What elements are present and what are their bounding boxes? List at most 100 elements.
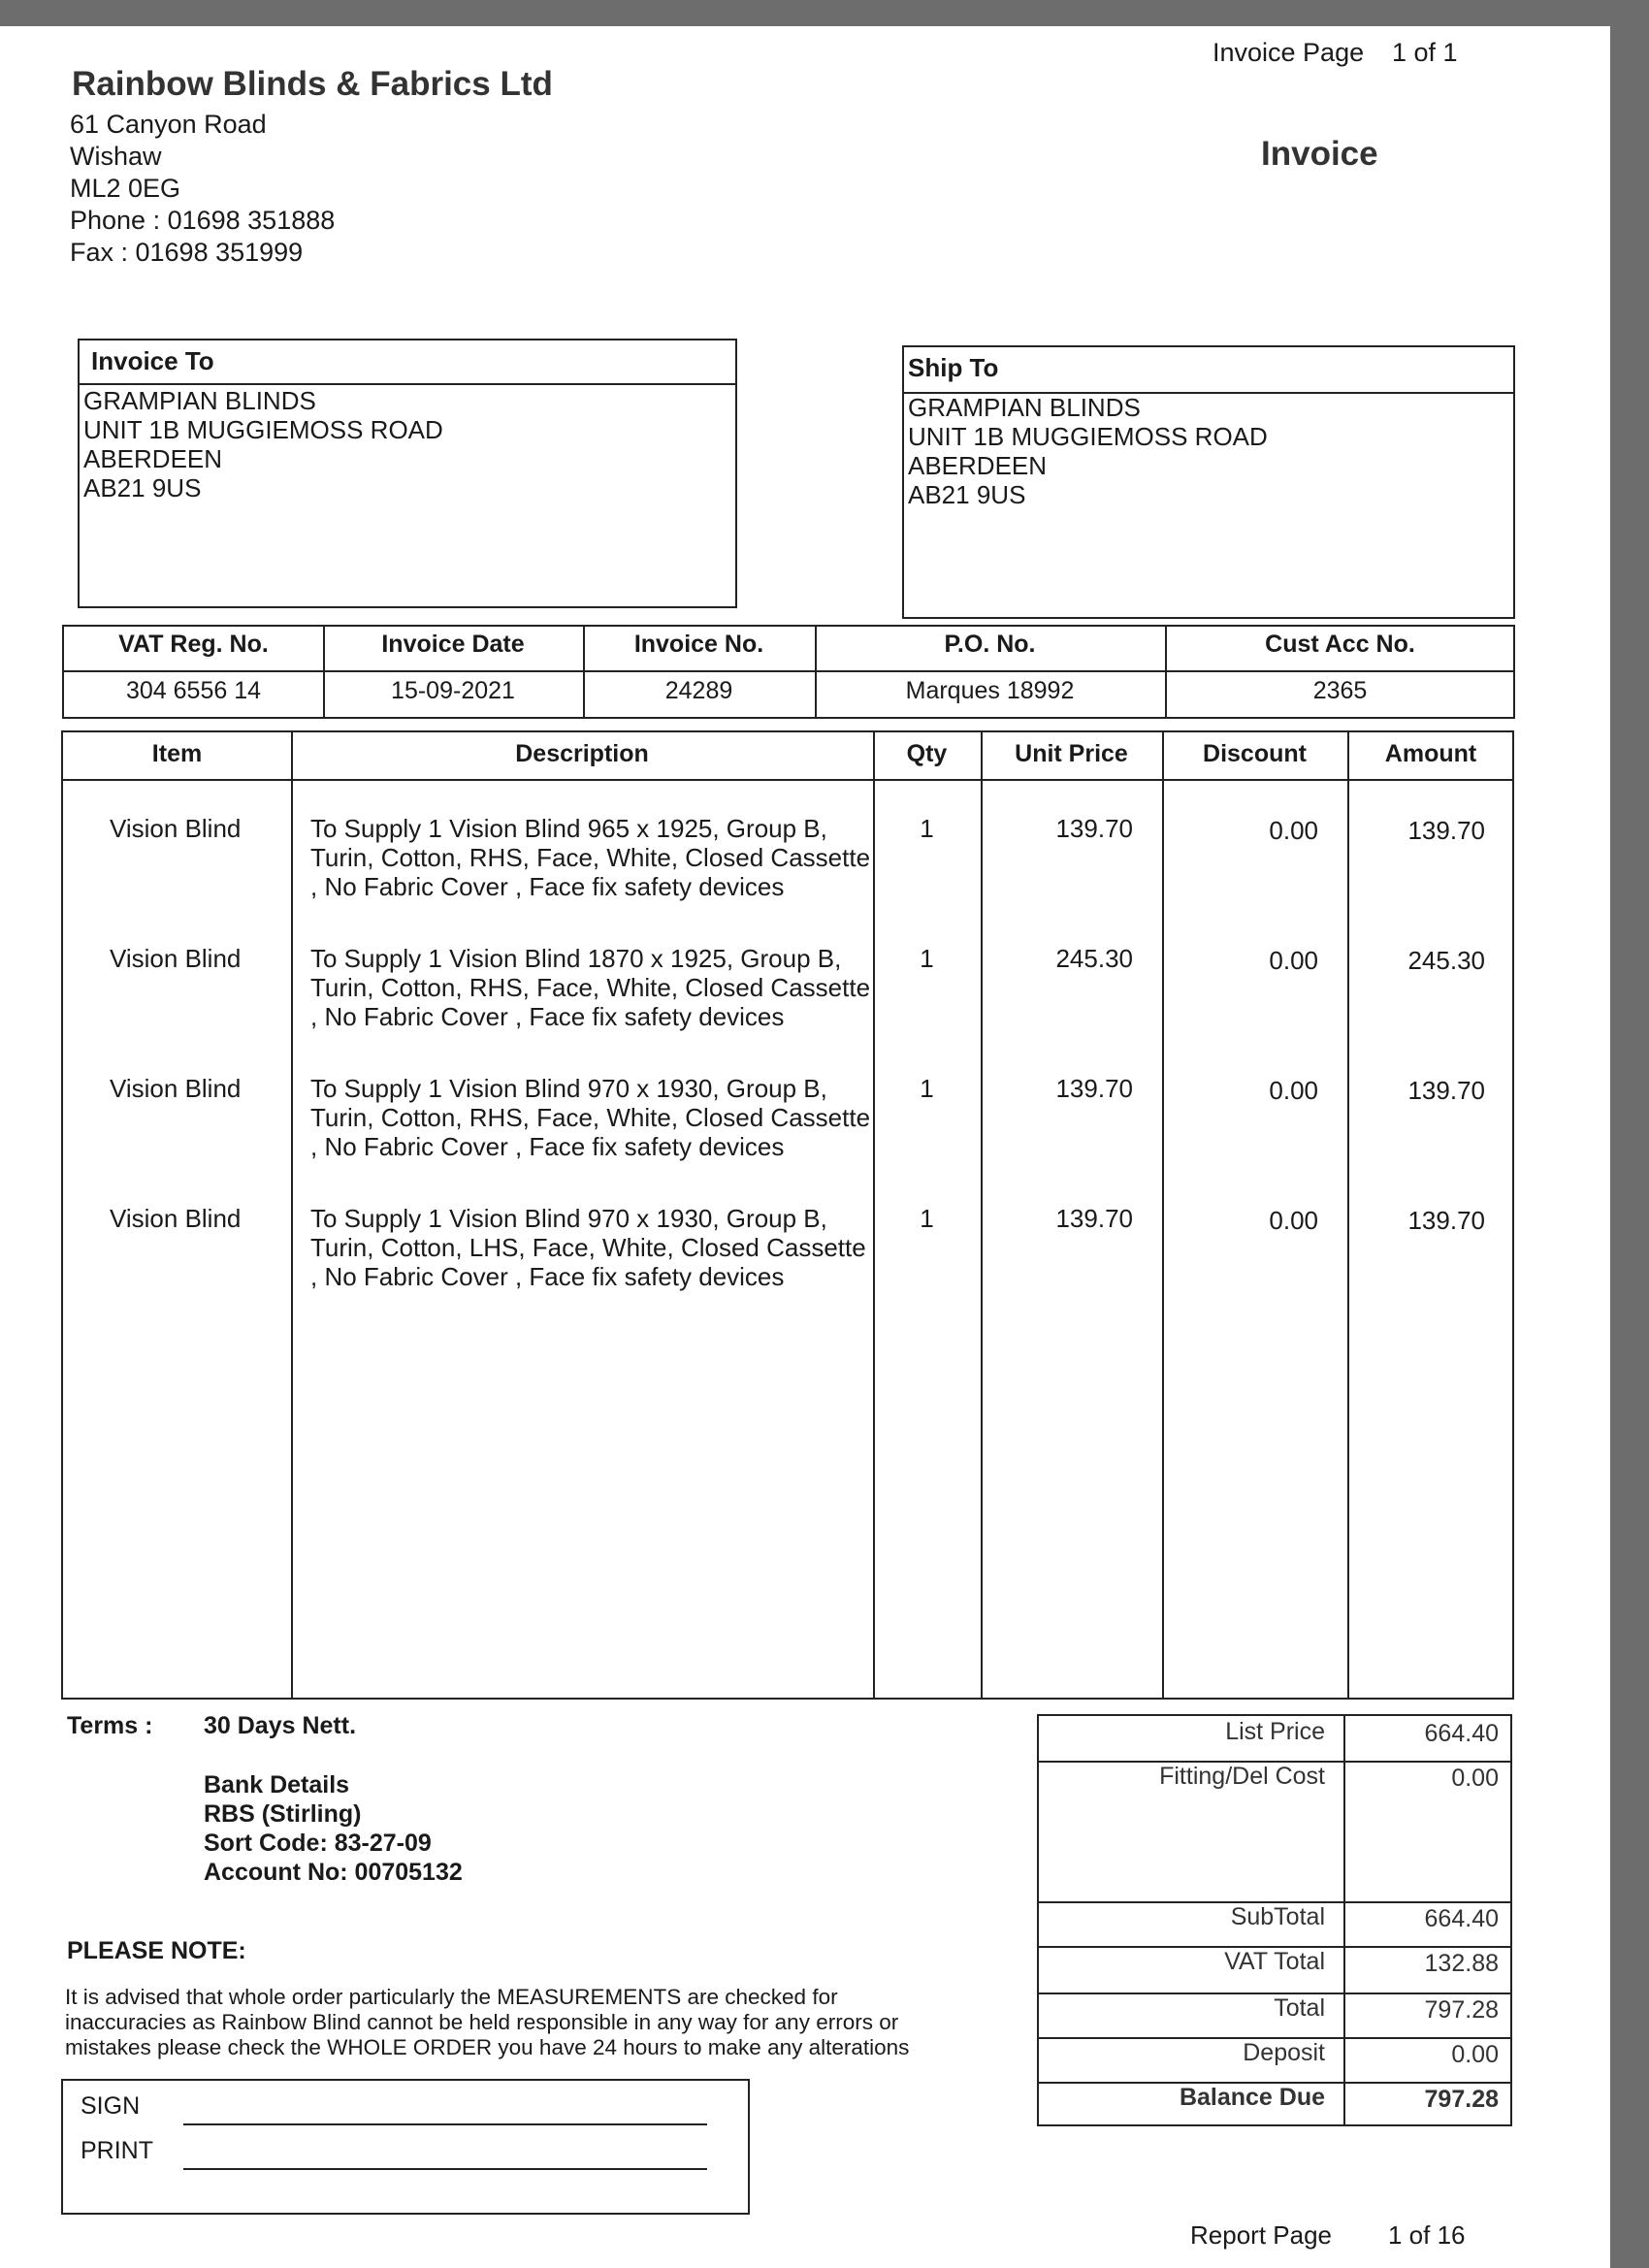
table-row: Vision Blind To Supply 1 Vision Blind 965… — [63, 814, 1512, 940]
note-line: It is advised that whole order particula… — [65, 1985, 838, 2009]
info-value: Marques 18992 — [905, 677, 1075, 704]
item-amount: 139.70 — [1407, 1076, 1485, 1105]
table-row: Vision Blind To Supply 1 Vision Blind 970… — [63, 1204, 1512, 1330]
note-line: inaccuracies as Rainbow Blind cannot be … — [65, 2010, 899, 2034]
ship-to-box: Ship To GRAMPIAN BLINDS UNIT 1B MUGGIEMO… — [902, 345, 1515, 619]
item-name: Vision Blind — [110, 814, 242, 843]
item-amount: 139.70 — [1407, 1206, 1485, 1235]
signature-box: SIGN PRINT — [61, 2079, 750, 2215]
item-name: Vision Blind — [110, 1204, 242, 1233]
totals-value: 0.00 — [1451, 1765, 1499, 1792]
totals-value: 0.00 — [1451, 2041, 1499, 2068]
info-header: Invoice Date — [381, 631, 525, 658]
table-row: Vision Blind To Supply 1 Vision Blind 970… — [63, 1074, 1512, 1200]
column-header-amount: Amount — [1384, 740, 1477, 767]
totals-label: Total — [1274, 1994, 1325, 2022]
totals-value: 664.40 — [1424, 1720, 1499, 1747]
report-page-value: 1 of 16 — [1388, 2220, 1466, 2250]
totals-label: VAT Total — [1224, 1948, 1325, 1975]
info-value: 15-09-2021 — [391, 677, 515, 704]
info-value: 304 6556 14 — [125, 677, 262, 704]
note-line: mistakes please check the WHOLE ORDER yo… — [65, 2035, 910, 2059]
item-discount: 0.00 — [1269, 1206, 1318, 1235]
column-header-item: Item — [151, 740, 203, 767]
item-qty: 1 — [920, 944, 934, 973]
invoice-page: Invoice Page 1 of 1 Invoice Rainbow Blin… — [0, 26, 1610, 2268]
info-header: VAT Reg. No. — [118, 631, 269, 658]
totals-value: 132.88 — [1424, 1950, 1499, 1977]
item-description: To Supply 1 Vision Blind 1870 x 1925, Gr… — [310, 944, 871, 1031]
info-value: 2365 — [1312, 677, 1368, 704]
totals-value: 664.40 — [1424, 1905, 1499, 1932]
invoice-to-line: GRAMPIAN BLINDS — [83, 386, 316, 415]
column-header-discount: Discount — [1203, 740, 1307, 767]
column-header-unit-price: Unit Price — [1015, 740, 1128, 767]
item-name: Vision Blind — [110, 1074, 242, 1103]
ship-to-line: GRAMPIAN BLINDS — [908, 393, 1141, 422]
item-qty: 1 — [920, 1074, 934, 1103]
table-row: Vision Blind To Supply 1 Vision Blind 187… — [63, 944, 1512, 1070]
totals-label: SubTotal — [1230, 1903, 1325, 1930]
column-header-qty: Qty — [906, 740, 948, 767]
terms-value: 30 Days Nett. — [204, 1712, 357, 1739]
company-address-line: ML2 0EG — [70, 174, 181, 203]
info-header: Cust Acc No. — [1265, 631, 1415, 658]
totals-label: Balance Due — [1179, 2084, 1325, 2111]
totals-label: Fitting/Del Cost — [1159, 1763, 1325, 1790]
company-name: Rainbow Blinds & Fabrics Ltd — [72, 65, 553, 103]
item-unit-price: 139.70 — [1055, 814, 1133, 843]
invoice-page-label: Invoice Page — [1212, 38, 1365, 67]
sort-code: Sort Code: 83-27-09 — [204, 1830, 432, 1857]
please-note-title: PLEASE NOTE: — [67, 1937, 246, 1964]
bank-details-title: Bank Details — [204, 1771, 350, 1798]
sign-line[interactable] — [183, 2123, 707, 2125]
info-value: 24289 — [664, 677, 733, 704]
item-amount: 245.30 — [1407, 946, 1485, 975]
column-header-description: Description — [515, 740, 649, 767]
invoice-to-line: AB21 9US — [83, 473, 202, 502]
item-qty: 1 — [920, 814, 934, 843]
item-unit-price: 139.70 — [1055, 1074, 1133, 1103]
print-label: PRINT — [81, 2137, 153, 2164]
account-number: Account No: 00705132 — [204, 1859, 463, 1886]
sign-label: SIGN — [81, 2092, 141, 2120]
totals-label: List Price — [1225, 1718, 1325, 1745]
terms-label: Terms : — [67, 1712, 153, 1739]
invoice-to-title: Invoice To — [91, 346, 214, 375]
item-unit-price: 139.70 — [1055, 1204, 1133, 1233]
ship-to-line: UNIT 1B MUGGIEMOSS ROAD — [908, 422, 1268, 451]
bank-name: RBS (Stirling) — [204, 1800, 362, 1828]
line-items-table: Item Description Qty Unit Price Discount Amou… — [61, 730, 1514, 1700]
document-title: Invoice — [1261, 135, 1378, 173]
company-phone: Phone : 01698 351888 — [70, 206, 336, 235]
item-discount: 0.00 — [1269, 946, 1318, 975]
report-page-label: Report Page — [1190, 2220, 1332, 2250]
totals-value: 797.28 — [1424, 2086, 1499, 2113]
item-discount: 0.00 — [1269, 816, 1318, 845]
item-discount: 0.00 — [1269, 1076, 1318, 1105]
item-description: To Supply 1 Vision Blind 970 x 1930, Gro… — [310, 1074, 871, 1161]
invoice-to-line: ABERDEEN — [83, 444, 223, 473]
invoice-to-line: UNIT 1B MUGGIEMOSS ROAD — [83, 415, 443, 444]
item-description: To Supply 1 Vision Blind 970 x 1930, Gro… — [310, 1204, 866, 1291]
company-fax: Fax : 01698 351999 — [70, 238, 304, 267]
item-qty: 1 — [920, 1204, 934, 1233]
totals-label: Deposit — [1243, 2039, 1325, 2066]
company-address-line: 61 Canyon Road — [70, 110, 267, 139]
invoice-info-table: VAT Reg. No. 304 6556 14 Invoice Date 15-09… — [62, 625, 1515, 719]
totals-value: 797.28 — [1424, 1996, 1499, 2024]
item-description: To Supply 1 Vision Blind 965 x 1925, Gro… — [310, 814, 871, 901]
item-name: Vision Blind — [110, 944, 242, 973]
print-line[interactable] — [183, 2168, 707, 2170]
ship-to-line: AB21 9US — [908, 480, 1026, 509]
totals-table: List Price 664.40 Fitting/Del Cost 0.00 SubT… — [1037, 1714, 1512, 2126]
invoice-page-value: 1 of 1 — [1392, 38, 1458, 67]
info-header: P.O. No. — [944, 631, 1036, 658]
ship-to-title: Ship To — [908, 353, 999, 382]
item-amount: 139.70 — [1407, 816, 1485, 845]
ship-to-line: ABERDEEN — [908, 451, 1048, 480]
item-unit-price: 245.30 — [1055, 944, 1133, 973]
invoice-to-box: Invoice To GRAMPIAN BLINDS UNIT 1B MUGGI… — [78, 339, 737, 608]
info-header: Invoice No. — [633, 631, 764, 658]
company-address-line: Wishaw — [70, 142, 162, 171]
